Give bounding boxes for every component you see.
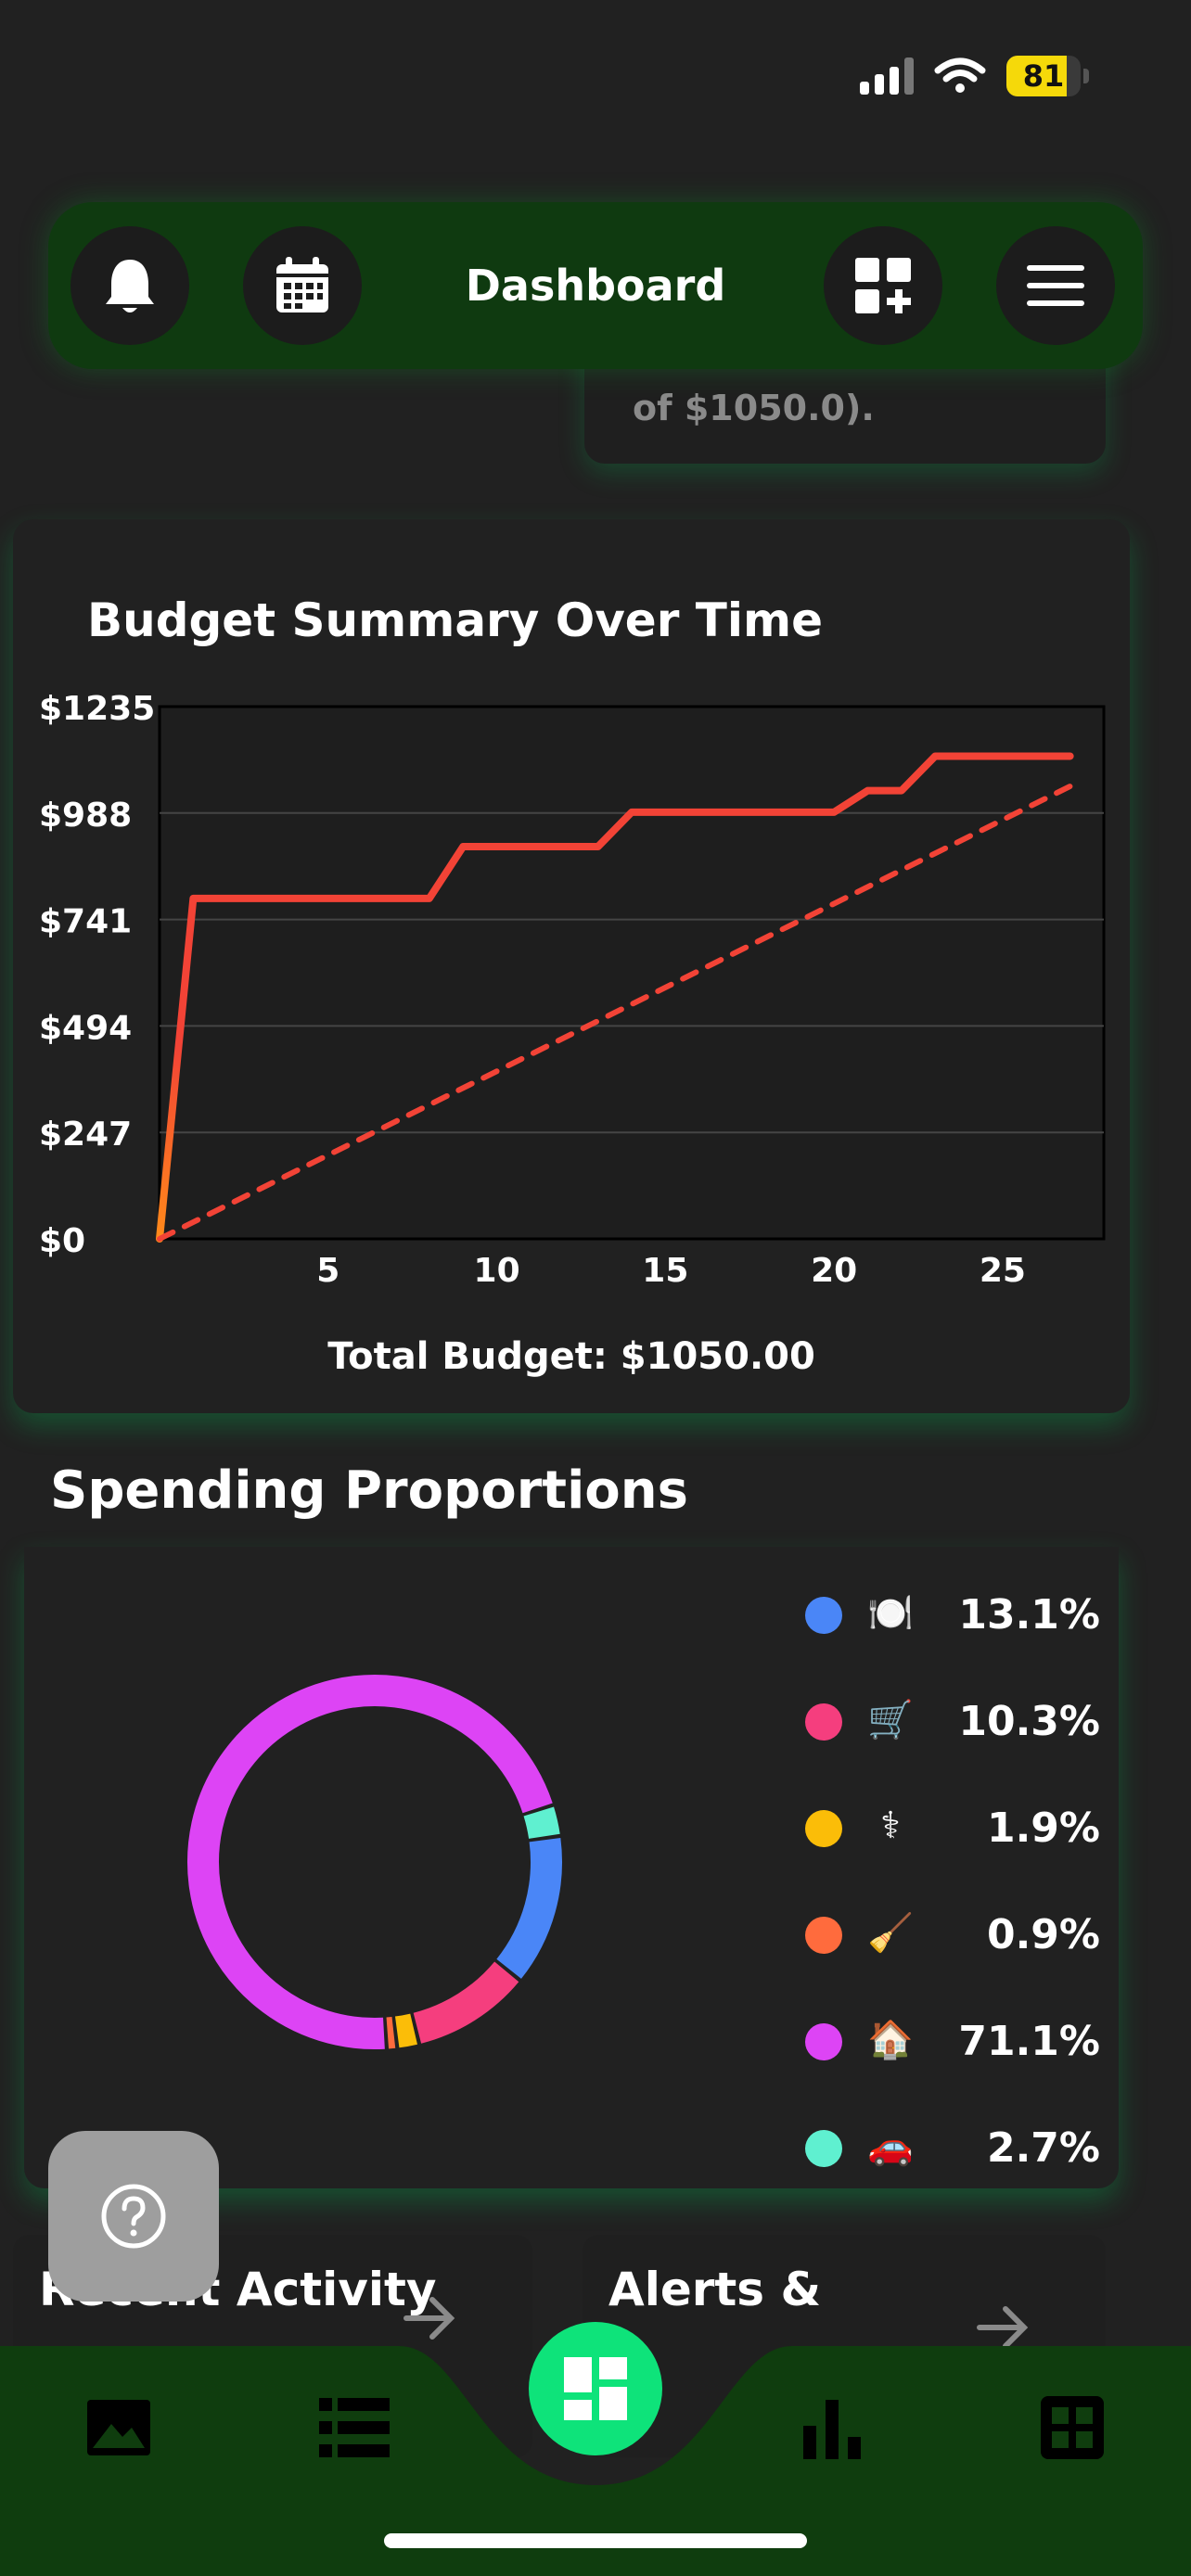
y-tick-label: $494 <box>39 1009 132 1047</box>
x-tick-label: 10 <box>474 1252 520 1290</box>
donut-slice <box>386 2016 396 2049</box>
budget-series-line <box>156 752 1074 1243</box>
legend-percentage: 10.3% <box>958 1698 1100 1745</box>
hamburger-menu-icon <box>1027 265 1084 306</box>
add-widget-icon <box>855 258 911 313</box>
dashboard-icon <box>564 2357 627 2420</box>
bar-chart-icon[interactable] <box>798 2392 868 2463</box>
legend-item: 🧹 0.9% <box>785 1894 1119 2001</box>
spending-donut-chart <box>187 1675 562 2049</box>
legend-color-dot <box>805 2130 842 2167</box>
y-tick-label: $741 <box>39 903 132 941</box>
cellular-signal-icon <box>860 57 914 95</box>
legend-item: 🍽️ 13.1% <box>785 1575 1119 1681</box>
alerts-label: Alerts & <box>608 2263 822 2316</box>
legend-item: ⚕ 1.9% <box>785 1788 1119 1894</box>
legend-color-dot <box>805 1597 842 1634</box>
top-header: Dashboard <box>48 202 1143 369</box>
x-tick-label: 20 <box>811 1252 857 1290</box>
donut-slice <box>496 1837 562 1979</box>
legend-percentage: 2.7% <box>986 2124 1100 2172</box>
spending-card: 🍽️ 13.1% 🛒 10.3% ⚕ 1.9% 🧹 0.9% 🏠 71.1% 🚗 2.7% <box>24 1547 1119 2188</box>
donut-slice <box>523 1806 560 1840</box>
category-icon: 🧹 <box>867 1912 914 1955</box>
donut-slice <box>394 2013 417 2048</box>
category-icon: ⚕ <box>880 1804 901 1847</box>
dashboard-fab-button[interactable] <box>529 2322 662 2455</box>
budget-line-chart: $0 $247 $494 $741 $988 $1235 5 10 15 20 25 <box>39 690 1106 1290</box>
total-budget-label: Total Budget: $1050.00 <box>327 1335 815 1378</box>
target-dashed-line <box>157 783 1073 1242</box>
battery-icon: 81 <box>1006 56 1089 96</box>
category-icon: 🍽️ <box>867 1592 914 1635</box>
y-tick-label: $988 <box>39 797 132 835</box>
category-icon: 🏠 <box>867 2019 914 2061</box>
legend-color-dot <box>805 2023 842 2060</box>
legend-item: 🏠 71.1% <box>785 2001 1119 2108</box>
legend-percentage: 0.9% <box>986 1911 1100 1958</box>
y-tick-label: $247 <box>39 1116 132 1154</box>
wifi-icon <box>934 57 986 93</box>
grid-icon[interactable] <box>1037 2392 1108 2463</box>
budget-chart-title: Budget Summary Over Time <box>87 593 824 647</box>
arrow-right-icon <box>977 2306 1029 2349</box>
list-icon[interactable] <box>319 2392 390 2463</box>
legend-color-dot <box>805 1810 842 1847</box>
spending-legend: 🍽️ 13.1% 🛒 10.3% ⚕ 1.9% 🧹 0.9% 🏠 71.1% 🚗 2.7% <box>785 1575 1119 2214</box>
legend-item: 🚗 2.7% <box>785 2108 1119 2214</box>
spending-title: Spending Proportions <box>50 1460 688 1521</box>
category-icon: 🛒 <box>867 1699 914 1741</box>
battery-level: 81 <box>1022 58 1065 94</box>
plot-area <box>158 705 1106 1241</box>
help-button[interactable] <box>48 2131 219 2302</box>
status-bar: 81 <box>860 56 1089 96</box>
legend-percentage: 13.1% <box>958 1591 1100 1639</box>
notifications-button[interactable] <box>70 226 189 345</box>
x-tick-label: 15 <box>642 1252 688 1290</box>
question-icon <box>101 2184 166 2249</box>
x-tick-label: 25 <box>980 1252 1026 1290</box>
x-tick-label: 5 <box>316 1252 339 1290</box>
summary-card-text: of $1050.0). <box>633 388 875 428</box>
bell-icon <box>106 260 154 312</box>
legend-color-dot <box>805 1703 842 1741</box>
bottom-navigation-bar <box>0 2346 1191 2576</box>
legend-percentage: 1.9% <box>986 1804 1100 1852</box>
legend-percentage: 71.1% <box>958 2018 1100 2065</box>
category-icon: 🚗 <box>867 2125 914 2168</box>
menu-button[interactable] <box>996 226 1115 345</box>
calendar-button[interactable] <box>243 226 362 345</box>
budget-summary-card: Budget Summary Over Time $0 $247 $494 $741 $… <box>13 519 1130 1413</box>
home-indicator[interactable] <box>384 2533 807 2548</box>
donut-slice <box>413 1961 519 2044</box>
add-widget-button[interactable] <box>824 226 942 345</box>
calendar-icon <box>276 257 328 312</box>
donut-slice <box>187 1675 553 2049</box>
legend-item: 🛒 10.3% <box>785 1681 1119 1788</box>
legend-color-dot <box>805 1917 842 1954</box>
y-tick-label: $1235 <box>39 690 155 728</box>
y-tick-label: $0 <box>39 1222 85 1260</box>
page-title: Dashboard <box>465 261 726 311</box>
gallery-icon[interactable] <box>83 2392 154 2463</box>
arrow-right-icon <box>403 2297 455 2340</box>
